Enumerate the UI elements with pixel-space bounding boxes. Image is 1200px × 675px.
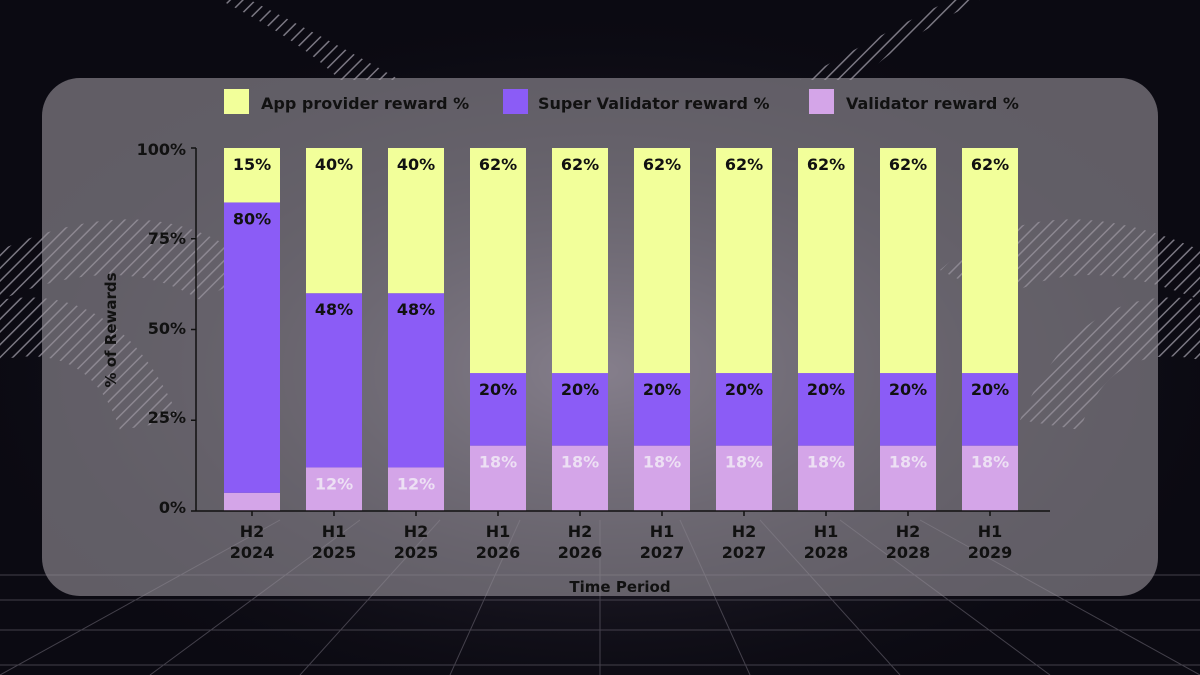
legend-swatch-validator bbox=[809, 89, 834, 114]
data-label-super-validator-reward: 20% bbox=[643, 380, 681, 399]
data-label-validator-reward: 18% bbox=[479, 453, 517, 472]
bar-segment-app-provider-reward bbox=[388, 148, 444, 294]
y-axis-ticks: 0% 25% 50% 75% 100% bbox=[137, 140, 186, 517]
bar-segment-app-provider-reward bbox=[880, 148, 936, 374]
data-label-validator-reward: 12% bbox=[397, 474, 435, 493]
bar-segment-app-provider-reward bbox=[798, 148, 854, 374]
bar-segment-validator-reward bbox=[470, 445, 526, 511]
bar-segment-validator-reward bbox=[634, 445, 690, 511]
bar-segment-validator-reward bbox=[224, 492, 280, 511]
data-label-validator-reward: 18% bbox=[725, 453, 763, 472]
x-tick-label-half: H1 bbox=[322, 522, 347, 541]
bar-segment-super-validator-reward bbox=[388, 293, 444, 468]
x-tick-label-half: H1 bbox=[650, 522, 675, 541]
data-label-validator-reward: 18% bbox=[807, 453, 845, 472]
data-label-app-provider-reward: 15% bbox=[233, 155, 271, 174]
data-label-super-validator-reward: 20% bbox=[479, 380, 517, 399]
data-label-validator-reward: 18% bbox=[643, 453, 681, 472]
bar-segment-validator-reward bbox=[798, 445, 854, 511]
x-tick-label-year: 2028 bbox=[804, 543, 849, 562]
legend-swatch-super-validator bbox=[503, 89, 528, 114]
bar-segment-validator-reward bbox=[552, 445, 608, 511]
data-label-app-provider-reward: 62% bbox=[725, 155, 763, 174]
x-tick-label-year: 2028 bbox=[886, 543, 931, 562]
bar-segment-super-validator-reward bbox=[716, 373, 772, 446]
bar-segment-app-provider-reward bbox=[634, 148, 690, 374]
legend-label-validator: Validator reward % bbox=[846, 94, 1019, 113]
data-label-super-validator-reward: 20% bbox=[561, 380, 599, 399]
x-axis-title: Time Period bbox=[569, 578, 670, 596]
y-tick-label: 50% bbox=[148, 319, 186, 338]
data-label-super-validator-reward: 20% bbox=[725, 380, 763, 399]
bar-segment-app-provider-reward bbox=[552, 148, 608, 374]
x-tick-label-half: H2 bbox=[732, 522, 757, 541]
x-tick-label-year: 2029 bbox=[968, 543, 1013, 562]
x-tick-label-year: 2027 bbox=[640, 543, 685, 562]
data-label-app-provider-reward: 62% bbox=[561, 155, 599, 174]
data-label-app-provider-reward: 62% bbox=[807, 155, 845, 174]
x-tick-label-year: 2025 bbox=[312, 543, 357, 562]
bar-segment-app-provider-reward bbox=[962, 148, 1018, 374]
data-label-validator-reward: 18% bbox=[889, 453, 927, 472]
y-tick-label: 25% bbox=[148, 408, 186, 427]
bar-segment-super-validator-reward bbox=[224, 202, 280, 493]
y-tick-label: 75% bbox=[148, 229, 186, 248]
bar-segment-super-validator-reward bbox=[552, 373, 608, 446]
data-label-app-provider-reward: 62% bbox=[479, 155, 517, 174]
bar-segment-app-provider-reward bbox=[224, 148, 280, 203]
x-tick-label-half: H2 bbox=[568, 522, 593, 541]
x-tick-label-year: 2026 bbox=[476, 543, 521, 562]
bar-segment-validator-reward bbox=[716, 445, 772, 511]
x-tick-label-year: 2027 bbox=[722, 543, 767, 562]
y-tick-label: 100% bbox=[137, 140, 186, 159]
axes bbox=[191, 147, 1050, 512]
data-label-app-provider-reward: 62% bbox=[643, 155, 681, 174]
x-tick-label-half: H2 bbox=[404, 522, 429, 541]
legend-label-app-provider: App provider reward % bbox=[261, 94, 469, 113]
data-label-validator-reward: 18% bbox=[561, 453, 599, 472]
x-tick-label-half: H2 bbox=[896, 522, 921, 541]
legend-label-super-validator: Super Validator reward % bbox=[538, 94, 770, 113]
bar-segment-app-provider-reward bbox=[470, 148, 526, 374]
x-tick-label-half: H2 bbox=[240, 522, 265, 541]
data-label-app-provider-reward: 62% bbox=[889, 155, 927, 174]
x-tick-label-half: H1 bbox=[486, 522, 511, 541]
data-label-super-validator-reward: 48% bbox=[397, 300, 435, 319]
data-label-app-provider-reward: 40% bbox=[397, 155, 435, 174]
legend-swatch-app-provider bbox=[224, 89, 249, 114]
bar-segment-validator-reward bbox=[880, 445, 936, 511]
bar-segment-super-validator-reward bbox=[470, 373, 526, 446]
bar-segment-validator-reward bbox=[306, 467, 362, 511]
x-tick-label-year: 2026 bbox=[558, 543, 603, 562]
bar-segment-super-validator-reward bbox=[798, 373, 854, 446]
y-axis-title: % of Rewards bbox=[102, 272, 120, 387]
x-tick-label-year: 2024 bbox=[230, 543, 275, 562]
bars-group: 5%80%15%12%48%40%12%48%40%18%20%62%18%20… bbox=[224, 148, 1018, 511]
data-label-super-validator-reward: 20% bbox=[889, 380, 927, 399]
bar-segment-validator-reward bbox=[388, 467, 444, 511]
data-label-super-validator-reward: 20% bbox=[971, 380, 1009, 399]
bar-segment-validator-reward bbox=[962, 445, 1018, 511]
x-tick-label-half: H1 bbox=[814, 522, 839, 541]
bar-segment-app-provider-reward bbox=[716, 148, 772, 374]
y-tick-label: 0% bbox=[159, 498, 186, 517]
bar-segment-super-validator-reward bbox=[306, 293, 362, 468]
data-label-validator-reward: 18% bbox=[971, 453, 1009, 472]
x-axis-ticks: H2 2024 H1 2025 H2 2025 H1 2026 H2 2026 H1 2027 H2 20… bbox=[230, 511, 1013, 562]
bar-segment-super-validator-reward bbox=[880, 373, 936, 446]
data-label-validator-reward: 12% bbox=[315, 474, 353, 493]
bar-segment-app-provider-reward bbox=[306, 148, 362, 294]
legend: App provider reward % Super Validator re… bbox=[224, 89, 1019, 114]
data-label-super-validator-reward: 48% bbox=[315, 300, 353, 319]
data-label-super-validator-reward: 20% bbox=[807, 380, 845, 399]
x-tick-label-half: H1 bbox=[978, 522, 1003, 541]
data-label-app-provider-reward: 62% bbox=[971, 155, 1009, 174]
bar-segment-super-validator-reward bbox=[634, 373, 690, 446]
x-tick-label-year: 2025 bbox=[394, 543, 439, 562]
data-label-app-provider-reward: 40% bbox=[315, 155, 353, 174]
data-label-super-validator-reward: 80% bbox=[233, 209, 271, 228]
bar-segment-super-validator-reward bbox=[962, 373, 1018, 446]
